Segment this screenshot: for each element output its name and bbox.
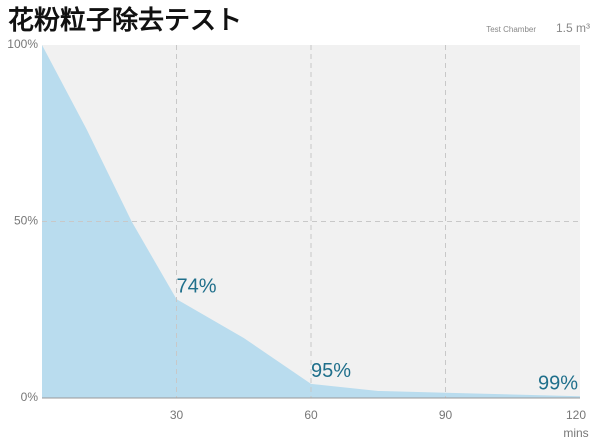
x-tick-label: 120 (566, 408, 586, 422)
annotation: 74% (177, 275, 217, 297)
x-axis-label: mins (563, 426, 588, 440)
x-tick-label: 30 (170, 408, 184, 422)
y-tick-label: 0% (21, 390, 39, 404)
annotation: 95% (311, 360, 351, 382)
chart-title: 花粉粒子除去テスト (8, 5, 242, 35)
x-tick-label: 60 (304, 408, 318, 422)
chamber-label: Test Chamber (486, 25, 536, 34)
x-tick-label: 90 (439, 408, 453, 422)
y-tick-label: 100% (7, 37, 38, 51)
y-tick-label: 50% (14, 214, 38, 228)
annotation: 99% (538, 373, 578, 395)
chamber-size: 1.5 m³ (556, 21, 590, 35)
